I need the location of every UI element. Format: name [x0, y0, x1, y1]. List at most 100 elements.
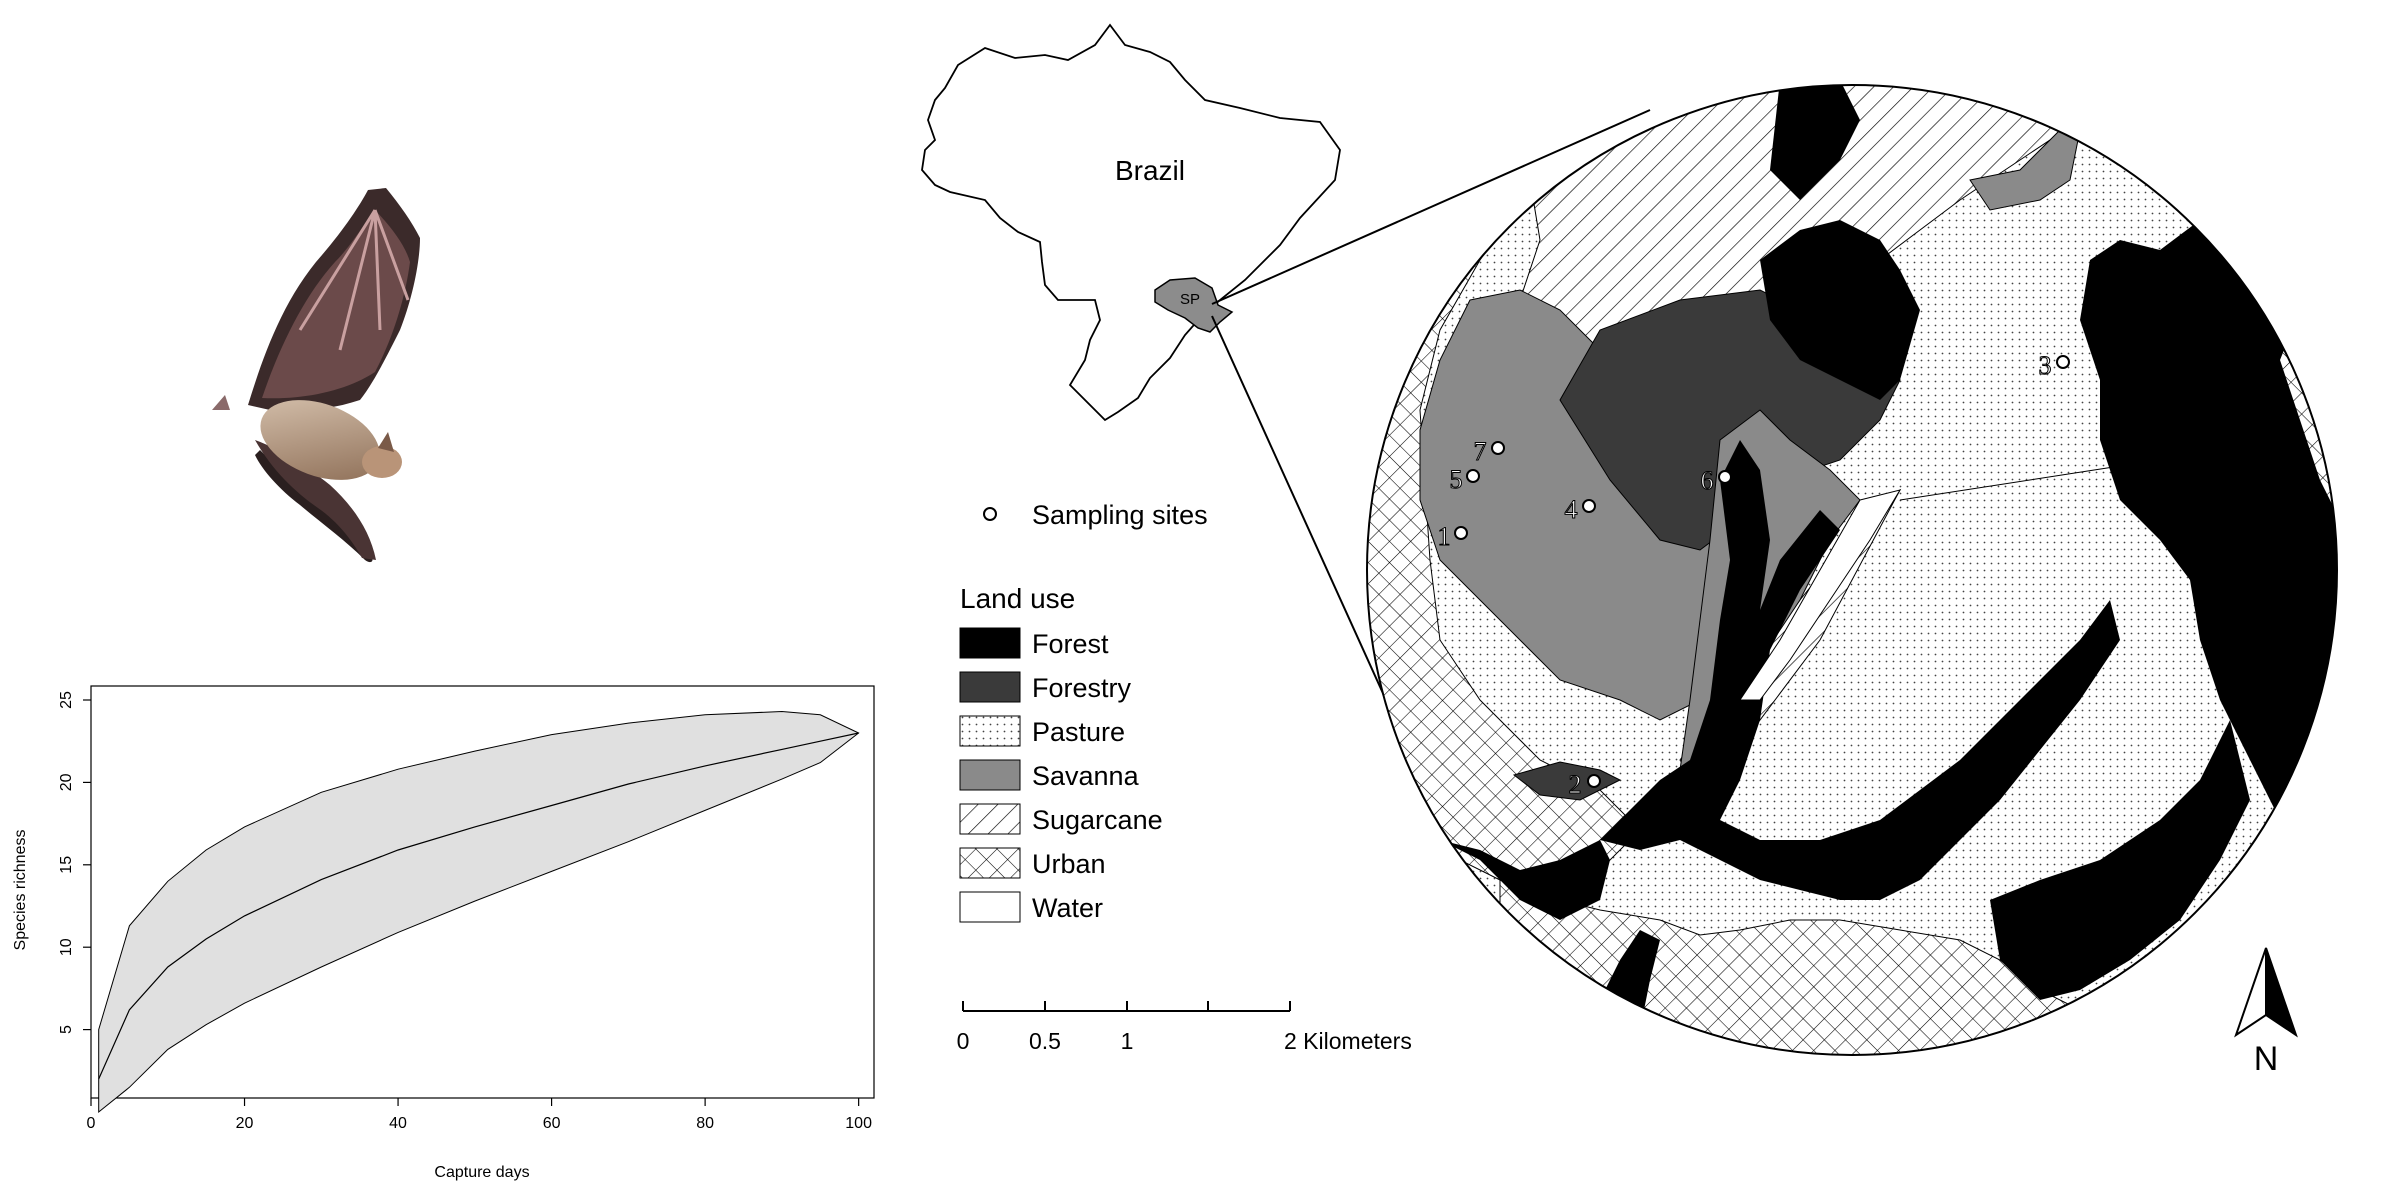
scale-label-2-km: 2 Kilometers [1284, 1028, 1412, 1054]
legend-label-sugarcane: Sugarcane [1032, 805, 1163, 835]
legend-swatch-pasture [959, 715, 1021, 747]
chart-x-axis: 0 20 40 60 80 100 [87, 1098, 872, 1132]
bat-wing-membrane [262, 210, 410, 399]
legend-label-savanna: Savanna [1032, 761, 1140, 791]
forest-corridor-south [1990, 720, 2250, 1000]
chart-plot-frame [90, 685, 875, 1099]
map-circle-frame [1366, 84, 2338, 1056]
y-tick-label: 15 [58, 856, 75, 874]
site-label: 7 [1474, 437, 1487, 466]
legend-swatch-water [959, 891, 1021, 923]
accumulation-chart: 0 20 40 60 80 100 5 10 15 20 25 Capture days Spec… [12, 685, 875, 1181]
water-strip [1739, 489, 1902, 701]
site-marker [1454, 526, 1468, 540]
chart-y-label: Species richness [12, 830, 29, 951]
site-label: 2 [1569, 770, 1582, 799]
sampling-sites-label: Sampling sites [1032, 500, 1208, 530]
sampling-site-symbol [983, 507, 997, 521]
site-label: 4 [1565, 495, 1578, 524]
legend-swatch-sugarcane [959, 803, 1021, 835]
scale-label-1: 1 [1121, 1028, 1134, 1054]
chart-confidence-band [98, 710, 860, 1114]
x-tick-label: 100 [845, 1115, 872, 1132]
site-marker [1582, 499, 1596, 513]
sampling-site-3: 3 [2038, 351, 2070, 381]
site-label: 6 [1701, 466, 1714, 495]
brazil-inset-map: Brazil SP [921, 23, 1651, 701]
y-tick-label: 5 [58, 1025, 75, 1034]
land-use-map: 1 2 3 4 5 6 7 [1366, 84, 2338, 1056]
brazil-outline [921, 23, 1341, 422]
pasture-boundary [1899, 465, 2121, 501]
site-marker [1491, 441, 1505, 455]
north-arrow-icon [2234, 947, 2267, 1038]
x-tick-label: 40 [389, 1115, 407, 1132]
x-tick-label: 0 [87, 1115, 96, 1132]
scale-label-0-5: 0.5 [1029, 1028, 1061, 1054]
savanna-patch-ne [1969, 129, 2081, 211]
bat-ear [378, 432, 394, 452]
sampling-sites-legend: Sampling sites [983, 500, 1208, 530]
legend-label-forest: Forest [1032, 629, 1109, 659]
x-tick-label: 60 [543, 1115, 561, 1132]
legend-label-water: Water [1032, 893, 1103, 923]
forest-corridor-main [1600, 440, 2120, 900]
north-arrow-icon-shade [2265, 947, 2298, 1038]
land-use-title: Land use [960, 583, 1075, 614]
x-tick-label: 20 [236, 1115, 254, 1132]
bat-head [362, 446, 402, 478]
scale-bar: 0 0.5 1 2 Kilometers [957, 1001, 1412, 1054]
site-label: 1 [1438, 522, 1451, 551]
legend-item-urban: Urban [959, 847, 1106, 879]
sampling-site-1: 1 [1437, 522, 1468, 552]
legend-item-forestry: Forestry [959, 671, 1132, 703]
bat-leg [212, 395, 230, 410]
north-label: N [2254, 1040, 2279, 1078]
zoom-line-upper [1211, 109, 1651, 305]
legend-item-sugarcane: Sugarcane [959, 803, 1163, 835]
north-arrow: N [2234, 947, 2298, 1078]
site-label: 3 [2039, 351, 2052, 380]
sampling-site-7: 7 [1473, 437, 1505, 467]
forest-area-sw [1440, 840, 1610, 920]
bat-wing-lower-membrane [255, 440, 376, 560]
bat-photo [212, 188, 420, 563]
sampling-site-5: 5 [1449, 465, 1480, 495]
chart-y-axis: 5 10 15 20 25 [58, 691, 91, 1034]
legend-swatch-urban [959, 847, 1021, 879]
forest-area-north [1760, 220, 1920, 400]
site-label: 5 [1450, 465, 1463, 494]
site-marker [1587, 774, 1601, 788]
bat-wing-bones [298, 209, 410, 351]
sp-label: SP [1180, 291, 1200, 308]
legend-swatch-forest [959, 627, 1021, 659]
legend-swatch-savanna [959, 759, 1021, 791]
legend-label-pasture: Pasture [1032, 717, 1125, 747]
legend-item-forest: Forest [959, 627, 1109, 659]
site-marker [2056, 355, 2070, 369]
land-use-legend: Land use Forest Forestry Pasture Savanna… [959, 583, 1163, 923]
forestry-patch-south [1512, 761, 1622, 801]
x-tick-label: 80 [696, 1115, 714, 1132]
brazil-label: Brazil [1115, 155, 1185, 186]
legend-label-urban: Urban [1032, 849, 1106, 879]
legend-label-forestry: Forestry [1032, 673, 1132, 703]
forest-area-top [1770, 85, 1860, 200]
forest-area-east [2080, 210, 2337, 820]
chart-mean-line [98, 732, 859, 1080]
sampling-site-2: 2 [1568, 770, 1601, 800]
legend-item-pasture: Pasture [959, 715, 1125, 747]
y-tick-label: 10 [58, 938, 75, 956]
legend-item-savanna: Savanna [959, 759, 1140, 791]
site-marker [1466, 469, 1480, 483]
sampling-site-4: 4 [1564, 495, 1596, 525]
site-marker [1718, 470, 1732, 484]
y-tick-label: 20 [58, 773, 75, 791]
y-tick-label: 25 [58, 691, 75, 709]
legend-item-water: Water [959, 891, 1103, 923]
legend-swatch-forestry [959, 671, 1021, 703]
bat-body [260, 400, 380, 480]
scale-label-0: 0 [957, 1028, 970, 1054]
chart-x-label: Capture days [434, 1164, 529, 1181]
